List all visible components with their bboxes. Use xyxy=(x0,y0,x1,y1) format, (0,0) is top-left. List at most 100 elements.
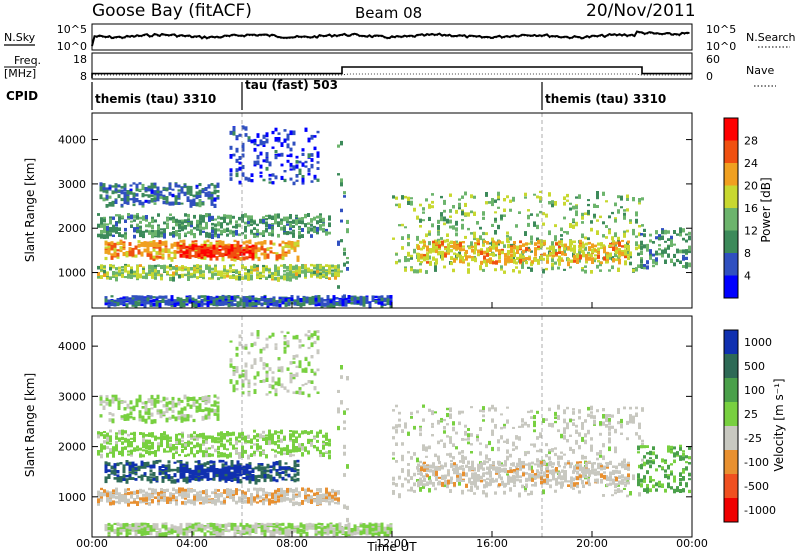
data-cell xyxy=(322,223,325,227)
data-cell xyxy=(235,449,238,454)
data-cell xyxy=(277,266,280,270)
data-cell xyxy=(105,397,109,402)
data-cell xyxy=(506,235,509,238)
data-cell xyxy=(156,400,160,404)
data-cell xyxy=(209,301,213,306)
data-cell xyxy=(459,246,462,252)
data-cell xyxy=(428,241,431,246)
data-cell xyxy=(184,501,187,504)
data-cell xyxy=(203,251,207,255)
data-cell xyxy=(259,451,262,456)
data-cell xyxy=(165,403,169,407)
data-cell xyxy=(201,188,205,191)
data-cell xyxy=(458,202,461,208)
data-cell xyxy=(343,444,346,449)
data-cell xyxy=(401,223,404,227)
data-cell xyxy=(221,470,225,475)
data-cell xyxy=(265,498,268,502)
data-cell xyxy=(161,254,165,257)
data-cell xyxy=(293,473,297,477)
data-cell xyxy=(139,230,142,233)
data-cell xyxy=(548,201,551,205)
data-cell xyxy=(218,296,222,300)
data-cell xyxy=(208,265,211,268)
data-cell xyxy=(298,227,301,230)
data-cell xyxy=(214,489,217,493)
data-cell xyxy=(162,413,166,417)
data-cell xyxy=(332,295,336,301)
data-cell xyxy=(235,147,239,153)
data-cell xyxy=(682,256,685,261)
data-cell xyxy=(259,495,262,499)
data-cell xyxy=(322,273,325,277)
data-cell xyxy=(170,295,174,299)
data-cell xyxy=(118,494,121,498)
data-cell xyxy=(134,303,138,309)
data-cell xyxy=(641,197,644,201)
data-cell xyxy=(109,438,112,442)
data-cell xyxy=(682,237,685,241)
data-cell xyxy=(328,492,331,497)
data-cell xyxy=(196,264,199,268)
data-cell xyxy=(130,275,133,278)
data-cell xyxy=(118,499,121,504)
data-cell xyxy=(281,476,285,481)
data-cell xyxy=(220,222,223,226)
data-cell xyxy=(190,224,193,228)
data-cell xyxy=(97,431,100,436)
data-cell xyxy=(210,183,214,186)
data-cell xyxy=(501,241,504,245)
data-cell xyxy=(107,241,111,245)
data-cell xyxy=(626,197,629,201)
data-cell xyxy=(153,182,157,186)
data-cell xyxy=(214,264,217,269)
data-cell xyxy=(110,470,114,475)
data-cell xyxy=(284,253,288,257)
data-cell xyxy=(115,448,118,452)
data-cell xyxy=(359,301,363,306)
data-cell xyxy=(452,225,455,230)
data-cell xyxy=(676,251,679,254)
data-cell xyxy=(585,253,588,257)
data-cell xyxy=(304,430,307,434)
data-cell xyxy=(154,274,157,277)
data-cell xyxy=(688,248,691,252)
data-cell xyxy=(266,255,270,259)
data-cell xyxy=(120,415,124,418)
data-cell xyxy=(287,297,291,300)
data-cell xyxy=(185,476,189,480)
data-cell xyxy=(518,270,521,274)
data-cell xyxy=(254,466,258,470)
data-cell xyxy=(423,244,426,247)
data-cell xyxy=(561,251,564,256)
data-cell xyxy=(576,258,579,261)
data-cell xyxy=(208,235,211,239)
data-cell xyxy=(594,249,597,252)
data-cell xyxy=(337,240,340,244)
data-cell xyxy=(479,265,482,270)
data-cell xyxy=(126,198,130,202)
data-cell xyxy=(307,168,311,173)
data-cell xyxy=(199,496,202,501)
data-cell xyxy=(118,492,121,496)
data-cell xyxy=(482,216,485,220)
data-cell xyxy=(183,406,187,411)
data-cell xyxy=(471,256,474,259)
data-cell xyxy=(128,247,132,252)
data-cell xyxy=(129,198,133,201)
data-cell xyxy=(157,491,160,496)
data-cell xyxy=(316,488,319,492)
data-cell xyxy=(268,232,271,236)
data-cell xyxy=(313,264,316,267)
data-cell xyxy=(214,448,217,453)
data-cell xyxy=(560,227,563,232)
data-cell xyxy=(319,214,322,218)
data-cell xyxy=(109,429,112,433)
data-cell xyxy=(462,248,465,252)
data-cell xyxy=(461,223,464,227)
data-cell xyxy=(131,299,135,304)
data-cell xyxy=(640,240,643,246)
data-cell xyxy=(289,498,292,503)
data-cell xyxy=(242,465,246,471)
data-cell xyxy=(262,488,265,493)
